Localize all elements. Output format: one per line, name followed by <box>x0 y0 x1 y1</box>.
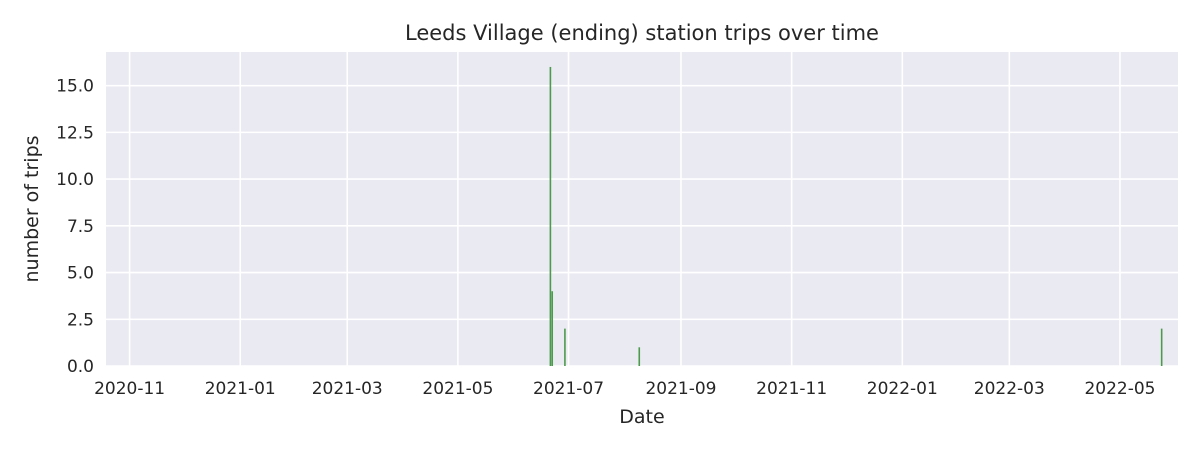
y-tick-label: 0.0 <box>67 357 94 377</box>
x-tick-label: 2022-01 <box>867 379 938 399</box>
x-tick-label: 2021-11 <box>756 379 827 399</box>
y-tick-label: 5.0 <box>67 264 94 284</box>
chart-title: Leeds Village (ending) station trips ove… <box>405 21 879 45</box>
x-tick-label: 2022-03 <box>974 379 1045 399</box>
x-tick-label: 2020-11 <box>94 379 165 399</box>
x-gridlines <box>128 52 1121 366</box>
bar <box>549 66 552 366</box>
x-tick-labels: 2020-11 2021-01 2021-03 2021-05 2021-07 2021-… <box>94 379 1155 399</box>
x-tick-label: 2021-01 <box>205 379 276 399</box>
plot-area <box>106 52 1178 366</box>
x-tick-label: 2021-03 <box>312 379 383 399</box>
y-gridlines <box>106 84 1178 367</box>
x-tick-label: 2021-09 <box>645 379 716 399</box>
bar <box>1160 328 1163 366</box>
y-tick-label: 7.5 <box>67 217 94 237</box>
bars <box>549 66 1163 366</box>
y-tick-labels: 0.0 2.5 5.0 7.5 10.0 12.5 15.0 <box>56 77 94 377</box>
x-axis-label: Date <box>619 406 664 428</box>
x-tick-label: 2021-05 <box>422 379 493 399</box>
x-tick-label: 2022-05 <box>1084 379 1155 399</box>
y-axis-label: number of trips <box>21 135 43 282</box>
bar <box>564 328 566 366</box>
bar <box>551 291 554 366</box>
bar <box>638 347 641 366</box>
x-tick-label: 2021-07 <box>533 379 604 399</box>
y-tick-label: 15.0 <box>56 77 94 97</box>
y-tick-label: 12.5 <box>56 123 94 143</box>
y-tick-label: 2.5 <box>67 310 94 330</box>
y-tick-label: 10.0 <box>56 170 94 190</box>
